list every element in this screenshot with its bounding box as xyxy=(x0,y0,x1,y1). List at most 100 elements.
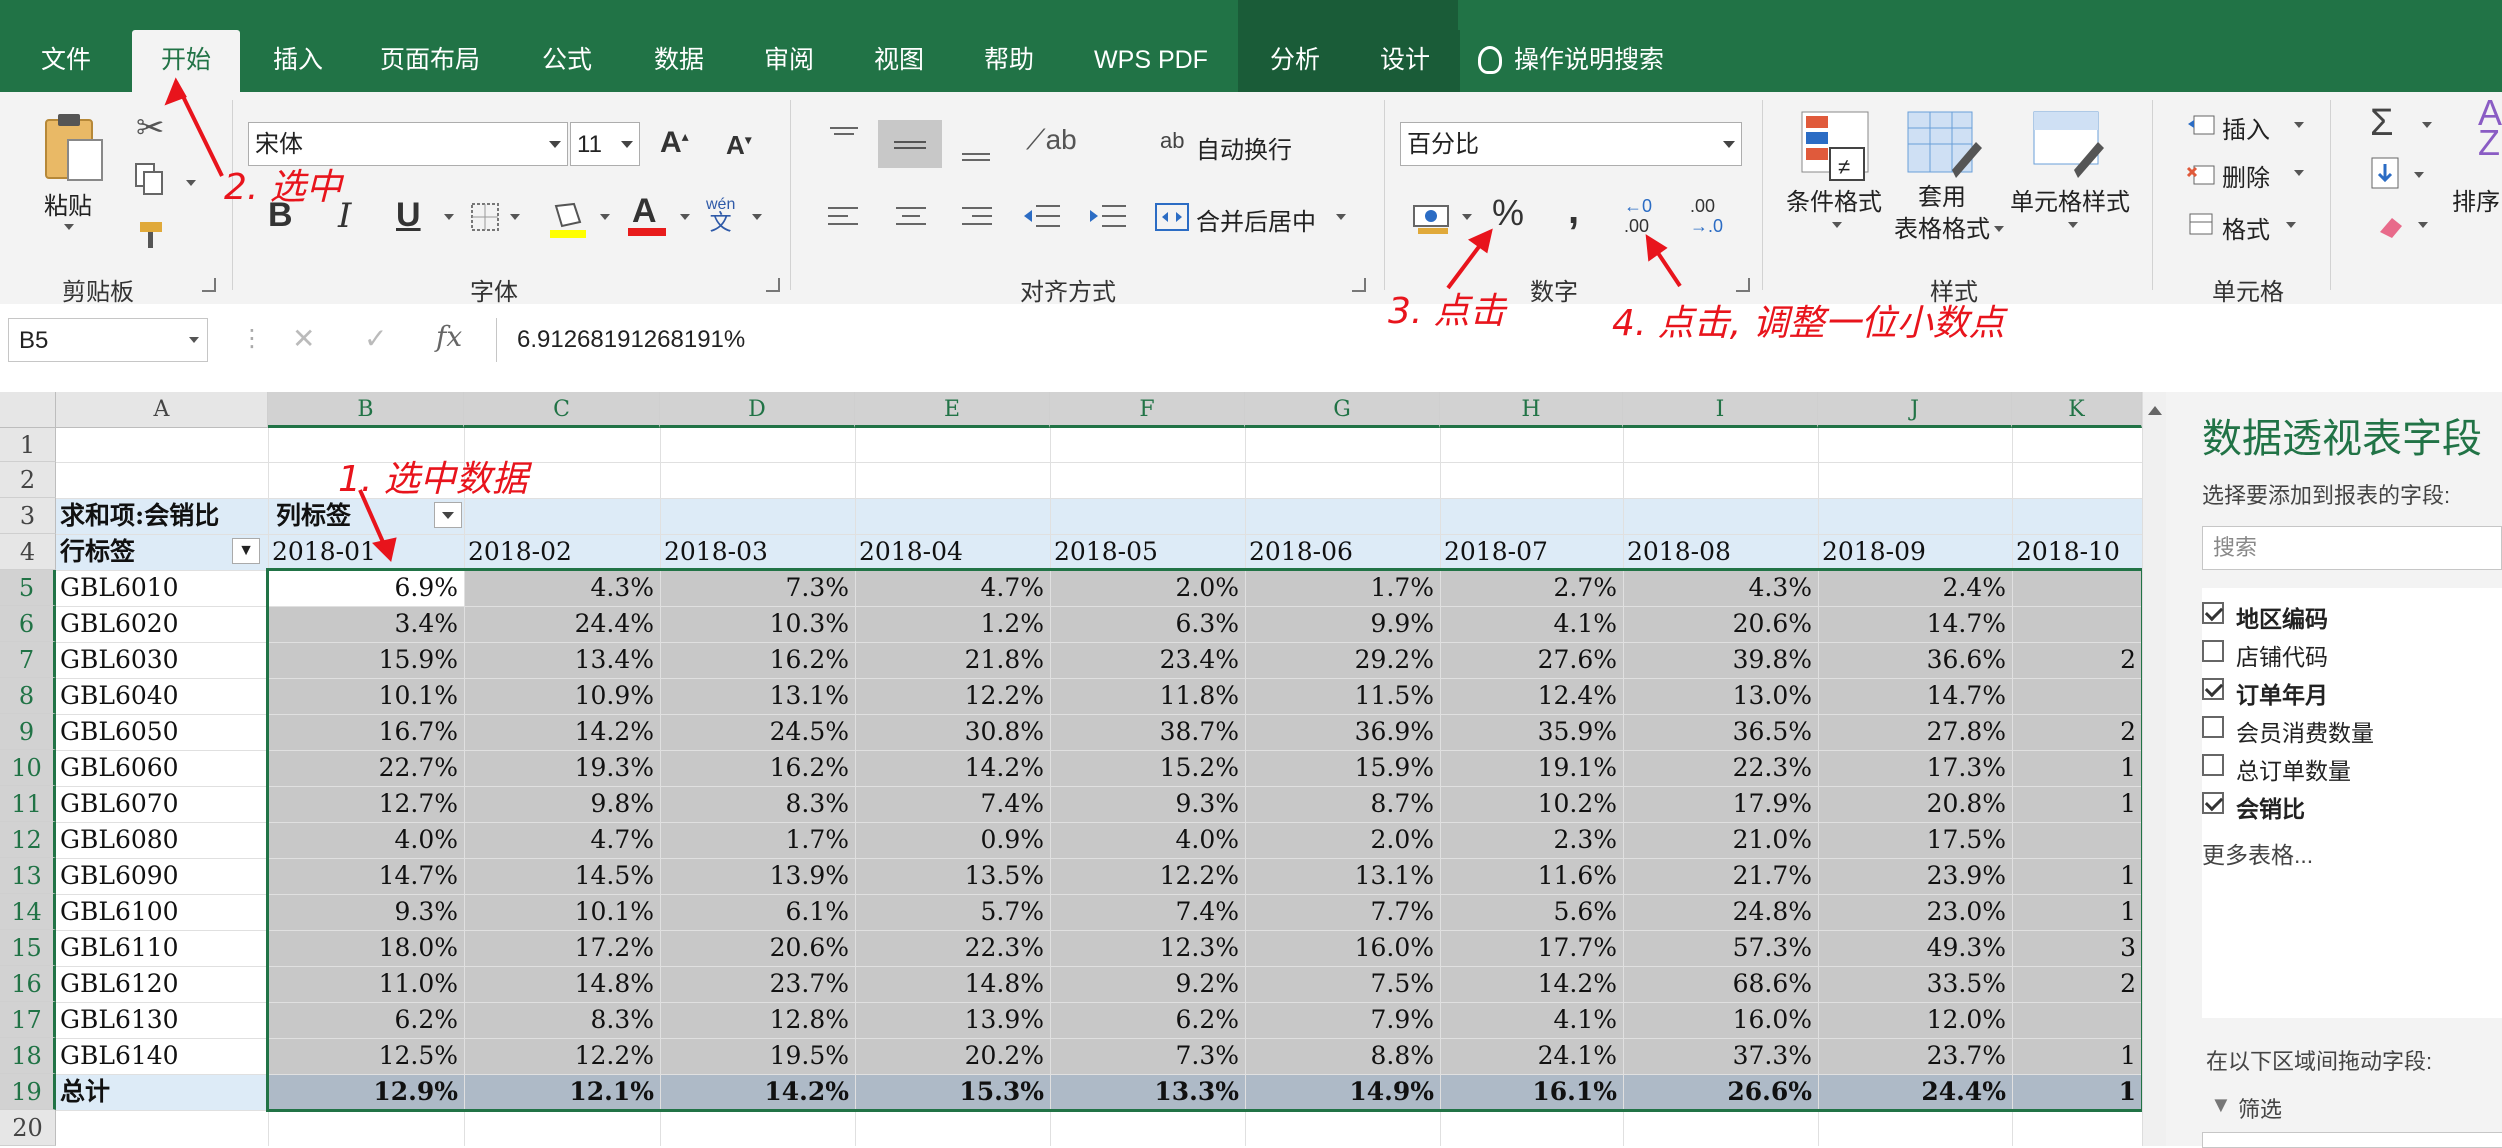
field-item[interactable]: 总订单数量 xyxy=(2202,750,2502,784)
format-cells-button[interactable]: 格式 xyxy=(2222,217,2270,244)
comma-style-button[interactable]: , xyxy=(1568,188,1580,232)
tab-formulas[interactable]: 公式 xyxy=(541,46,592,74)
clipboard-launcher[interactable] xyxy=(202,278,216,292)
number-format-combo[interactable]: 百分比 xyxy=(1400,122,1742,166)
row-header-17[interactable]: 17 xyxy=(0,1002,56,1038)
column-header-b[interactable]: B xyxy=(268,392,464,428)
active-cell[interactable] xyxy=(268,570,464,606)
align-middle-icon[interactable] xyxy=(878,120,942,168)
orientation-icon[interactable]: ⟋ab xyxy=(1026,124,1077,155)
row-header-12[interactable]: 12 xyxy=(0,822,56,858)
select-all-corner[interactable] xyxy=(0,392,56,428)
conditional-format-button[interactable]: 条件格式 xyxy=(1786,189,1882,216)
more-tables-link[interactable]: 更多表格... xyxy=(2202,842,2314,868)
row-header-9[interactable]: 9 xyxy=(0,714,56,750)
percent-style-button[interactable]: % xyxy=(1492,192,1525,233)
increase-indent-icon[interactable] xyxy=(1088,202,1128,232)
format-cells-icon[interactable] xyxy=(2186,210,2216,238)
row-header-15[interactable]: 15 xyxy=(0,930,56,966)
insert-cells-button[interactable]: 插入 xyxy=(2222,117,2270,144)
field-checkbox[interactable] xyxy=(2202,640,2224,662)
row-header-8[interactable]: 8 xyxy=(0,678,56,714)
field-item[interactable]: 会销比 xyxy=(2202,788,2502,822)
underline-button[interactable]: U xyxy=(396,196,421,234)
tab-design[interactable]: 设计 xyxy=(1379,46,1430,74)
confirm-entry-icon[interactable]: ✓ xyxy=(364,323,388,354)
row-header-18[interactable]: 18 xyxy=(0,1038,56,1074)
column-header-j[interactable]: J xyxy=(1818,392,2012,428)
alignment-launcher[interactable] xyxy=(1352,278,1366,292)
field-checkbox[interactable] xyxy=(2202,792,2224,814)
delete-cells-icon[interactable] xyxy=(2186,160,2216,188)
row-header-11[interactable]: 11 xyxy=(0,786,56,822)
column-header-g[interactable]: G xyxy=(1245,392,1440,428)
row-header-19[interactable]: 19 xyxy=(0,1074,56,1110)
field-item[interactable]: 店铺代码 xyxy=(2202,636,2502,670)
row-label-filter-icon[interactable]: ▼ xyxy=(232,538,260,564)
row-header-6[interactable]: 6 xyxy=(0,606,56,642)
tab-view[interactable]: 视图 xyxy=(873,46,924,74)
wrap-text-icon[interactable]: ab xyxy=(1160,128,1185,153)
font-color-icon[interactable]: A xyxy=(628,192,668,238)
align-top-icon[interactable] xyxy=(826,124,862,154)
field-checkbox[interactable] xyxy=(2202,602,2224,624)
decrease-font-icon[interactable]: A▾ xyxy=(726,130,752,160)
paste-icon[interactable] xyxy=(40,110,106,182)
clear-icon[interactable] xyxy=(2376,212,2406,240)
row-header-16[interactable]: 16 xyxy=(0,966,56,1002)
increase-decimal-button[interactable]: ←0.00 xyxy=(1624,196,1653,236)
formula-input[interactable]: 6.91268191268191% xyxy=(496,318,2502,362)
row-header-10[interactable]: 10 xyxy=(0,750,56,786)
column-header-e[interactable]: E xyxy=(855,392,1050,428)
align-center-icon[interactable] xyxy=(894,204,928,230)
insert-function-icon[interactable]: fx xyxy=(436,320,463,353)
column-header-i[interactable]: I xyxy=(1623,392,1818,428)
cut-icon[interactable]: ✂ xyxy=(136,109,165,147)
name-box[interactable]: B5 xyxy=(8,318,208,362)
tab-data[interactable]: 数据 xyxy=(653,46,704,74)
merge-center-icon[interactable] xyxy=(1154,202,1190,232)
number-launcher[interactable] xyxy=(1736,278,1750,292)
cancel-entry-icon[interactable]: ✕ xyxy=(292,323,316,354)
tab-analyze[interactable]: 分析 xyxy=(1269,46,1320,74)
tab-file[interactable]: 文件 xyxy=(40,46,91,74)
row-header-1[interactable]: 1 xyxy=(0,428,56,462)
row-header-4[interactable]: 4 xyxy=(0,534,56,570)
column-header-c[interactable]: C xyxy=(464,392,660,428)
autosum-icon[interactable]: Σ xyxy=(2370,102,2394,144)
field-checkbox[interactable] xyxy=(2202,678,2224,700)
tab-insert[interactable]: 插入 xyxy=(272,46,323,74)
italic-button[interactable]: I xyxy=(338,196,352,236)
border-icon[interactable] xyxy=(470,202,500,232)
cell-styles-button[interactable]: 单元格样式 xyxy=(2010,189,2130,216)
row-header-3[interactable]: 3 xyxy=(0,498,56,534)
row-header-14[interactable]: 14 xyxy=(0,894,56,930)
format-as-table-icon[interactable] xyxy=(1906,110,1986,184)
tab-home[interactable]: 开始 xyxy=(132,30,240,92)
cell-styles-icon[interactable] xyxy=(2030,110,2110,184)
align-right-icon[interactable] xyxy=(960,204,994,230)
fill-color-icon[interactable] xyxy=(548,198,588,240)
font-name-combo[interactable]: 宋体 xyxy=(248,122,568,166)
field-search-input[interactable]: 搜索 xyxy=(2202,526,2502,570)
field-item[interactable]: 会员消费数量 xyxy=(2202,712,2502,746)
fill-icon[interactable] xyxy=(2370,156,2400,190)
column-header-d[interactable]: D xyxy=(660,392,855,428)
column-header-a[interactable]: A xyxy=(56,392,268,428)
font-size-combo[interactable]: 11 xyxy=(570,122,640,166)
column-header-h[interactable]: H xyxy=(1440,392,1623,428)
conditional-format-icon[interactable]: ≠ xyxy=(1800,110,1870,184)
bold-button[interactable]: B xyxy=(268,196,293,234)
field-item[interactable]: 地区编码 xyxy=(2202,598,2502,632)
align-bottom-icon[interactable] xyxy=(958,136,994,166)
paste-button[interactable]: 粘贴 xyxy=(44,193,92,220)
row-header-13[interactable]: 13 xyxy=(0,858,56,894)
row-header-20[interactable]: 20 xyxy=(0,1110,56,1146)
tab-page-layout[interactable]: 页面布局 xyxy=(379,46,480,74)
field-checkbox[interactable] xyxy=(2202,716,2224,738)
accounting-format-icon[interactable] xyxy=(1412,200,1452,236)
decrease-decimal-button[interactable]: .00 →.0 xyxy=(1690,196,1724,236)
format-as-table-button[interactable]: 套用 表格格式 xyxy=(1894,184,1990,243)
align-left-icon[interactable] xyxy=(826,204,860,230)
